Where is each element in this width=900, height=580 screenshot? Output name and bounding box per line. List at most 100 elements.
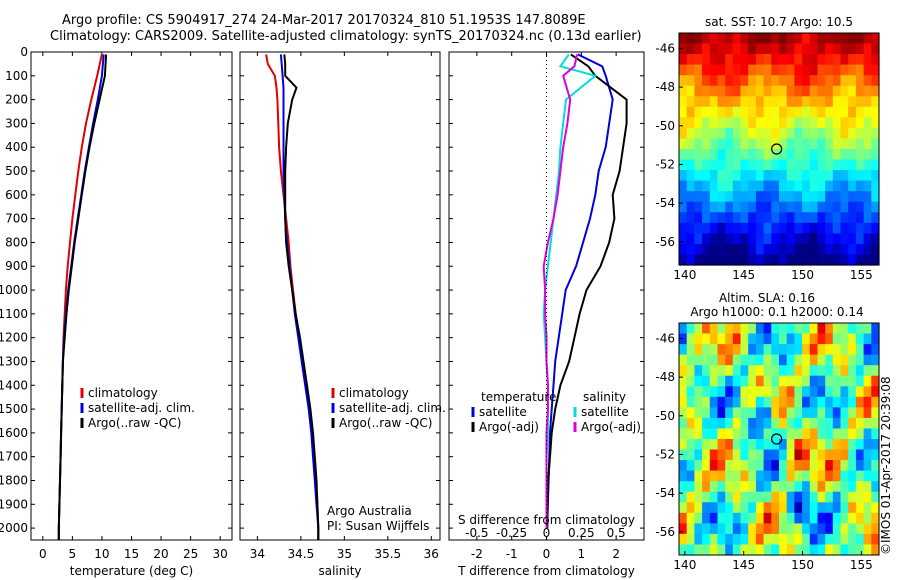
map-cell [840, 254, 849, 266]
map-cell [809, 85, 819, 97]
map-cell [871, 170, 880, 182]
map-cell [748, 439, 757, 451]
map-cell [679, 396, 688, 408]
map-cell [871, 85, 880, 97]
map-cell [817, 170, 826, 182]
map-cell [732, 460, 742, 472]
map-cell [725, 222, 734, 234]
map-cell [717, 243, 726, 255]
map-cell [702, 407, 711, 419]
figure-title-line2: Climatology: CARS2009. Satellite-adjuste… [50, 29, 642, 44]
map-cell [725, 149, 734, 161]
map-cell [694, 502, 703, 514]
map-cell [832, 85, 842, 97]
map-cell [709, 365, 719, 377]
map-cell [809, 138, 819, 150]
map-cell [686, 544, 695, 556]
map-cell [786, 33, 795, 45]
map-cell [825, 64, 834, 76]
map-cell [779, 149, 788, 161]
map-cell [832, 439, 842, 451]
map-cell [871, 502, 880, 514]
map-cell [794, 375, 803, 387]
map-cell [725, 212, 734, 224]
map-cell [694, 75, 703, 87]
map-cell [871, 106, 880, 118]
map-cell [679, 85, 688, 97]
map-cell [771, 523, 780, 535]
depth-tick-label: 300 [5, 116, 28, 130]
map-cell [725, 233, 734, 245]
map-cell [748, 470, 757, 482]
map-cell [709, 106, 719, 118]
difference-profile-xtick-label: 2 [612, 547, 620, 561]
map-cell [786, 43, 795, 55]
map-cell [748, 344, 757, 356]
map-cell [855, 85, 865, 97]
map-cell [848, 481, 857, 493]
map-cell [855, 407, 865, 419]
map-cell [717, 180, 726, 192]
map-cell [686, 375, 695, 387]
map-cell [871, 481, 880, 493]
map-cell [802, 491, 811, 503]
map-cell [786, 502, 795, 514]
map-cell [825, 75, 834, 87]
map-cell [840, 170, 849, 182]
map-cell [863, 149, 872, 161]
map-cell [694, 375, 703, 387]
map-cell [748, 481, 757, 493]
difference-profile-xtick-label: 0 [543, 547, 551, 561]
map-cell [732, 106, 742, 118]
map-cell [817, 191, 826, 203]
map-cell [848, 138, 857, 150]
map-cell [732, 64, 742, 76]
map-cell [755, 533, 765, 545]
map-cell [702, 96, 711, 108]
map-cell [871, 439, 880, 451]
map-cell [740, 212, 749, 224]
map-cell [748, 323, 757, 335]
map-cell [794, 323, 803, 335]
map-cell [717, 149, 726, 161]
map-cell [694, 96, 703, 108]
map-cell [725, 243, 734, 255]
map-cell [755, 344, 765, 356]
map-cell [855, 481, 865, 493]
map-cell [863, 212, 872, 224]
map-cell [709, 481, 719, 493]
map-cell [794, 502, 803, 514]
map-cell [725, 106, 734, 118]
map-cell [809, 491, 819, 503]
legend-entry: Argo(..raw -QC) [88, 416, 181, 430]
map-cell [763, 523, 772, 535]
map-cell [871, 323, 880, 335]
map-cell [740, 201, 749, 213]
map-cell [755, 470, 765, 482]
map-cell [740, 222, 749, 234]
map-cell [702, 201, 711, 213]
map-cell [840, 106, 849, 118]
difference-profile-xtick-label: 1 [578, 547, 586, 561]
map-cell [863, 354, 872, 366]
map-cell [732, 191, 742, 203]
map-cell [740, 333, 749, 345]
map-cell [855, 33, 865, 45]
map-cell [748, 417, 757, 429]
map-cell [840, 439, 849, 451]
map-cell [825, 170, 834, 182]
temperature-profile-xtick-label: 15 [124, 547, 139, 561]
sst-map-panel: 140 145 150 155 -46 -48 -50 -52 -54 -56 sat. SST: … [655, 15, 880, 282]
map-cell [802, 149, 811, 161]
depth-tick-label: 100 [5, 69, 28, 83]
figure-title-line1: Argo profile: CS 5904917_274 24-Mar-2017… [62, 13, 586, 28]
map-cell [686, 344, 695, 356]
map-cell [855, 417, 865, 429]
map-cell [855, 191, 865, 203]
map-cell [794, 365, 803, 377]
map-cell [725, 460, 734, 472]
map-cell [832, 533, 842, 545]
map-cell [817, 222, 826, 234]
map-cell [817, 544, 826, 556]
